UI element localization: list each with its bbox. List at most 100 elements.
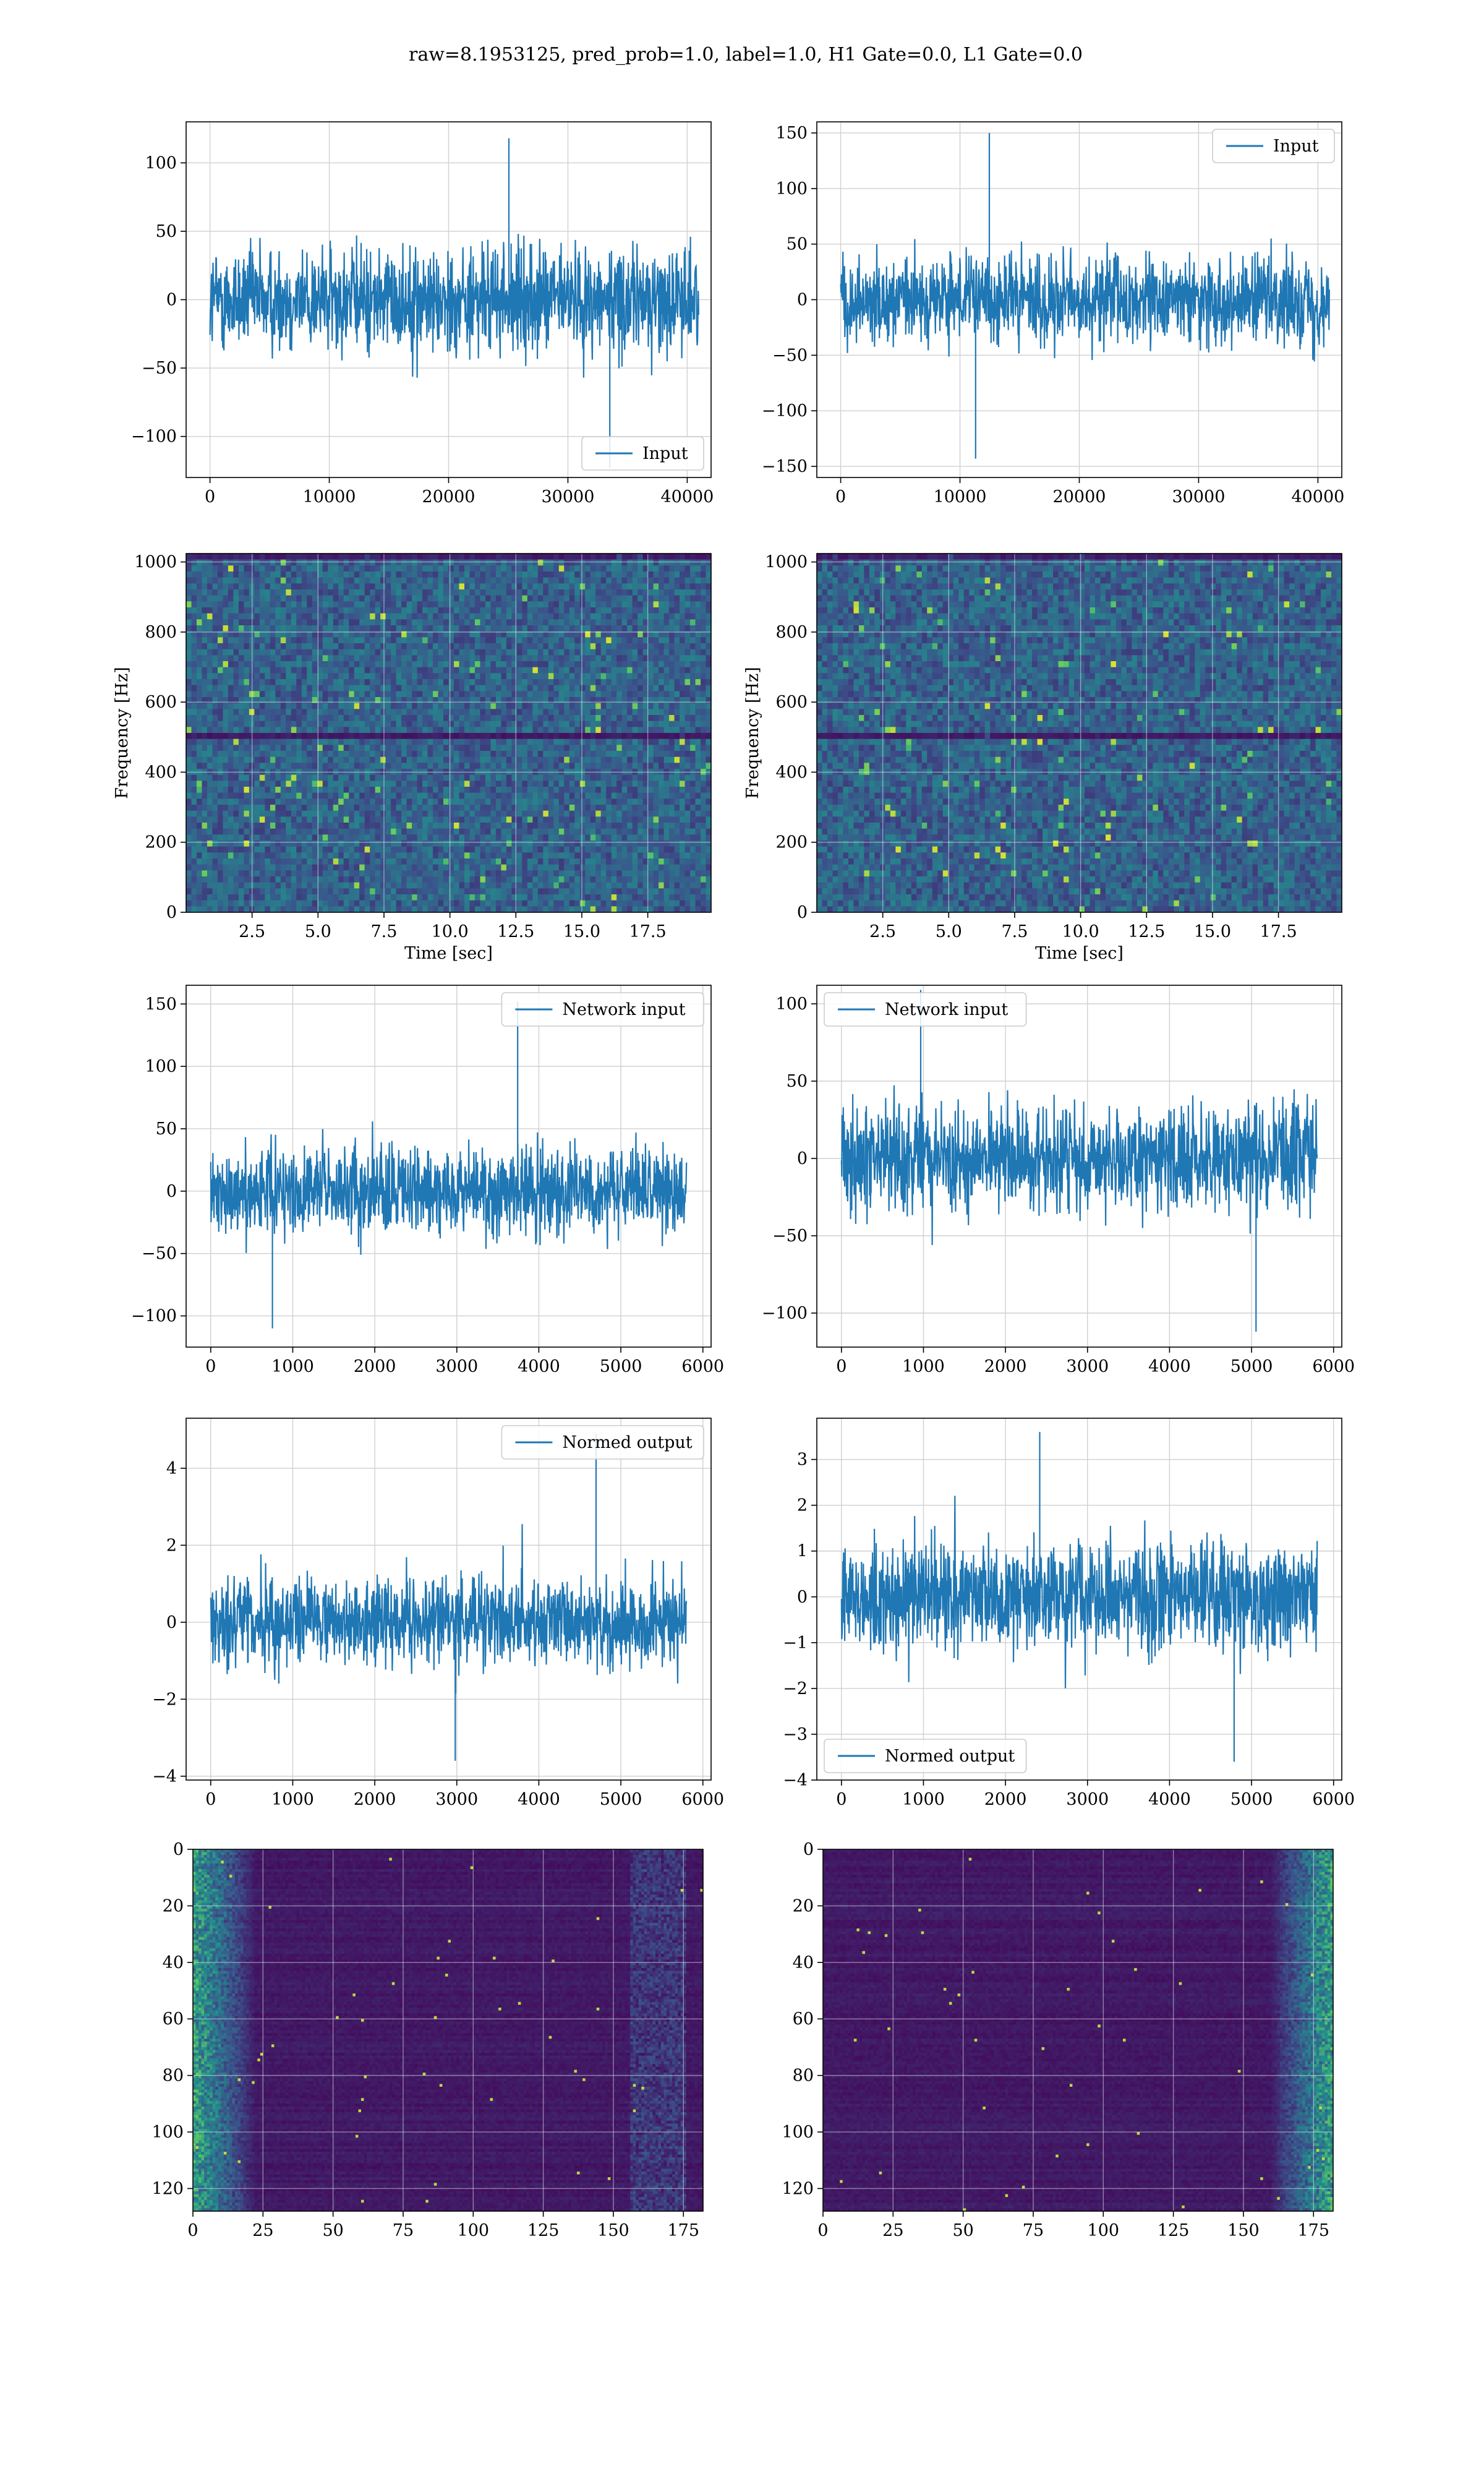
heatmap-cell <box>695 625 701 632</box>
heatmap-cell <box>317 661 323 668</box>
heatmap-cell <box>265 834 271 841</box>
heatmap-cell <box>485 721 492 727</box>
heatmap-cell <box>680 727 686 734</box>
heatmap-cell <box>621 810 628 817</box>
heatmap-cell <box>511 709 518 716</box>
heatmap-cell <box>228 727 234 734</box>
heatmap-cell <box>527 613 533 620</box>
heatmap-cell <box>574 559 581 566</box>
heatmap-cell <box>695 595 701 602</box>
heatmap-cell <box>621 756 628 763</box>
heatmap-cell <box>333 643 339 650</box>
heatmap-cell <box>527 631 533 638</box>
heatmap-cell <box>659 607 665 614</box>
heatmap-cell <box>443 637 450 644</box>
heatmap-cell <box>558 816 565 823</box>
heatmap-cell <box>642 798 649 805</box>
heatmap-cell <box>522 649 528 656</box>
heatmap-cell <box>553 715 560 722</box>
heatmap-cell <box>343 685 349 691</box>
heatmap-cell <box>196 745 203 751</box>
heatmap-cell <box>291 841 297 847</box>
heatmap-cell <box>516 774 522 781</box>
heatmap-cell <box>191 703 197 709</box>
heatmap-cell <box>616 619 623 626</box>
heatmap-cell <box>265 571 271 578</box>
heatmap-cell <box>574 619 581 626</box>
heatmap-cell <box>569 631 575 638</box>
heatmap-cell <box>585 792 591 799</box>
heatmap-cell <box>385 589 391 596</box>
heatmap-cell <box>244 834 250 841</box>
heatmap-cell <box>527 727 533 734</box>
heatmap-cell <box>433 607 439 614</box>
heatmap-cell <box>380 769 386 776</box>
heatmap-cell <box>501 823 507 829</box>
heatmap-cell <box>701 655 707 662</box>
heatmap-cell <box>474 834 481 841</box>
heatmap-cell <box>212 619 218 626</box>
heatmap-cell <box>396 601 402 608</box>
heatmap-cell <box>616 643 623 650</box>
heatmap-cell <box>328 769 334 776</box>
heatmap-cell <box>396 709 402 716</box>
heatmap-cell <box>391 738 397 745</box>
heatmap-cell <box>469 685 475 691</box>
heatmap-cell <box>370 625 376 632</box>
heatmap-cell <box>359 565 365 572</box>
heatmap-cell <box>653 667 659 674</box>
heatmap-cell <box>349 798 355 805</box>
heatmap-cell <box>202 738 208 745</box>
heatmap-cell <box>674 673 680 680</box>
heatmap-cell <box>406 733 412 740</box>
heatmap-cell <box>684 619 691 626</box>
heatmap-cell <box>443 667 450 674</box>
heatmap-cell <box>349 577 355 584</box>
heatmap-cell <box>223 661 229 668</box>
heatmap-cell <box>259 673 265 680</box>
heatmap-cell <box>301 810 307 817</box>
heatmap-cell <box>312 679 318 686</box>
heatmap-cell <box>412 792 418 799</box>
heatmap-cell <box>522 697 528 704</box>
heatmap-cell <box>674 745 680 751</box>
heatmap-cell <box>527 763 533 769</box>
heatmap-cell <box>579 667 586 674</box>
heatmap-cell <box>532 798 539 805</box>
heatmap-cell <box>553 798 560 805</box>
heatmap-cell <box>380 733 386 740</box>
heatmap-cell <box>474 691 481 698</box>
heatmap-cell <box>212 601 218 608</box>
heatmap-cell <box>464 738 471 745</box>
heatmap-cell <box>532 571 539 578</box>
heatmap-cell <box>459 607 465 614</box>
heatmap-cell <box>412 559 418 566</box>
heatmap-cell <box>706 685 711 691</box>
heatmap-cell <box>401 697 407 704</box>
heatmap-cell <box>291 805 297 811</box>
heatmap-cell <box>663 595 670 602</box>
heatmap-cell <box>217 679 224 686</box>
heatmap-cell <box>537 577 544 584</box>
heatmap-cell <box>695 571 701 578</box>
heatmap-cell <box>259 679 265 686</box>
heatmap-cell <box>233 756 239 763</box>
heatmap-cell <box>301 565 307 572</box>
heatmap-cell <box>574 733 581 740</box>
heatmap-cell <box>254 631 260 638</box>
heatmap-cell <box>469 823 475 829</box>
heatmap-cell <box>349 805 355 811</box>
heatmap-cell <box>254 727 260 734</box>
heatmap-cell <box>706 828 711 835</box>
heatmap-cell <box>611 571 617 578</box>
heatmap-cell <box>333 709 339 716</box>
heatmap-cell <box>464 595 471 602</box>
heatmap-cell <box>307 619 313 626</box>
heatmap-cell <box>385 805 391 811</box>
heatmap-cell <box>611 810 617 817</box>
heatmap-cell <box>270 559 276 566</box>
heatmap-cell <box>401 751 407 758</box>
heatmap-cell <box>375 715 381 722</box>
heatmap-cell <box>349 763 355 769</box>
heatmap-cell <box>674 733 680 740</box>
